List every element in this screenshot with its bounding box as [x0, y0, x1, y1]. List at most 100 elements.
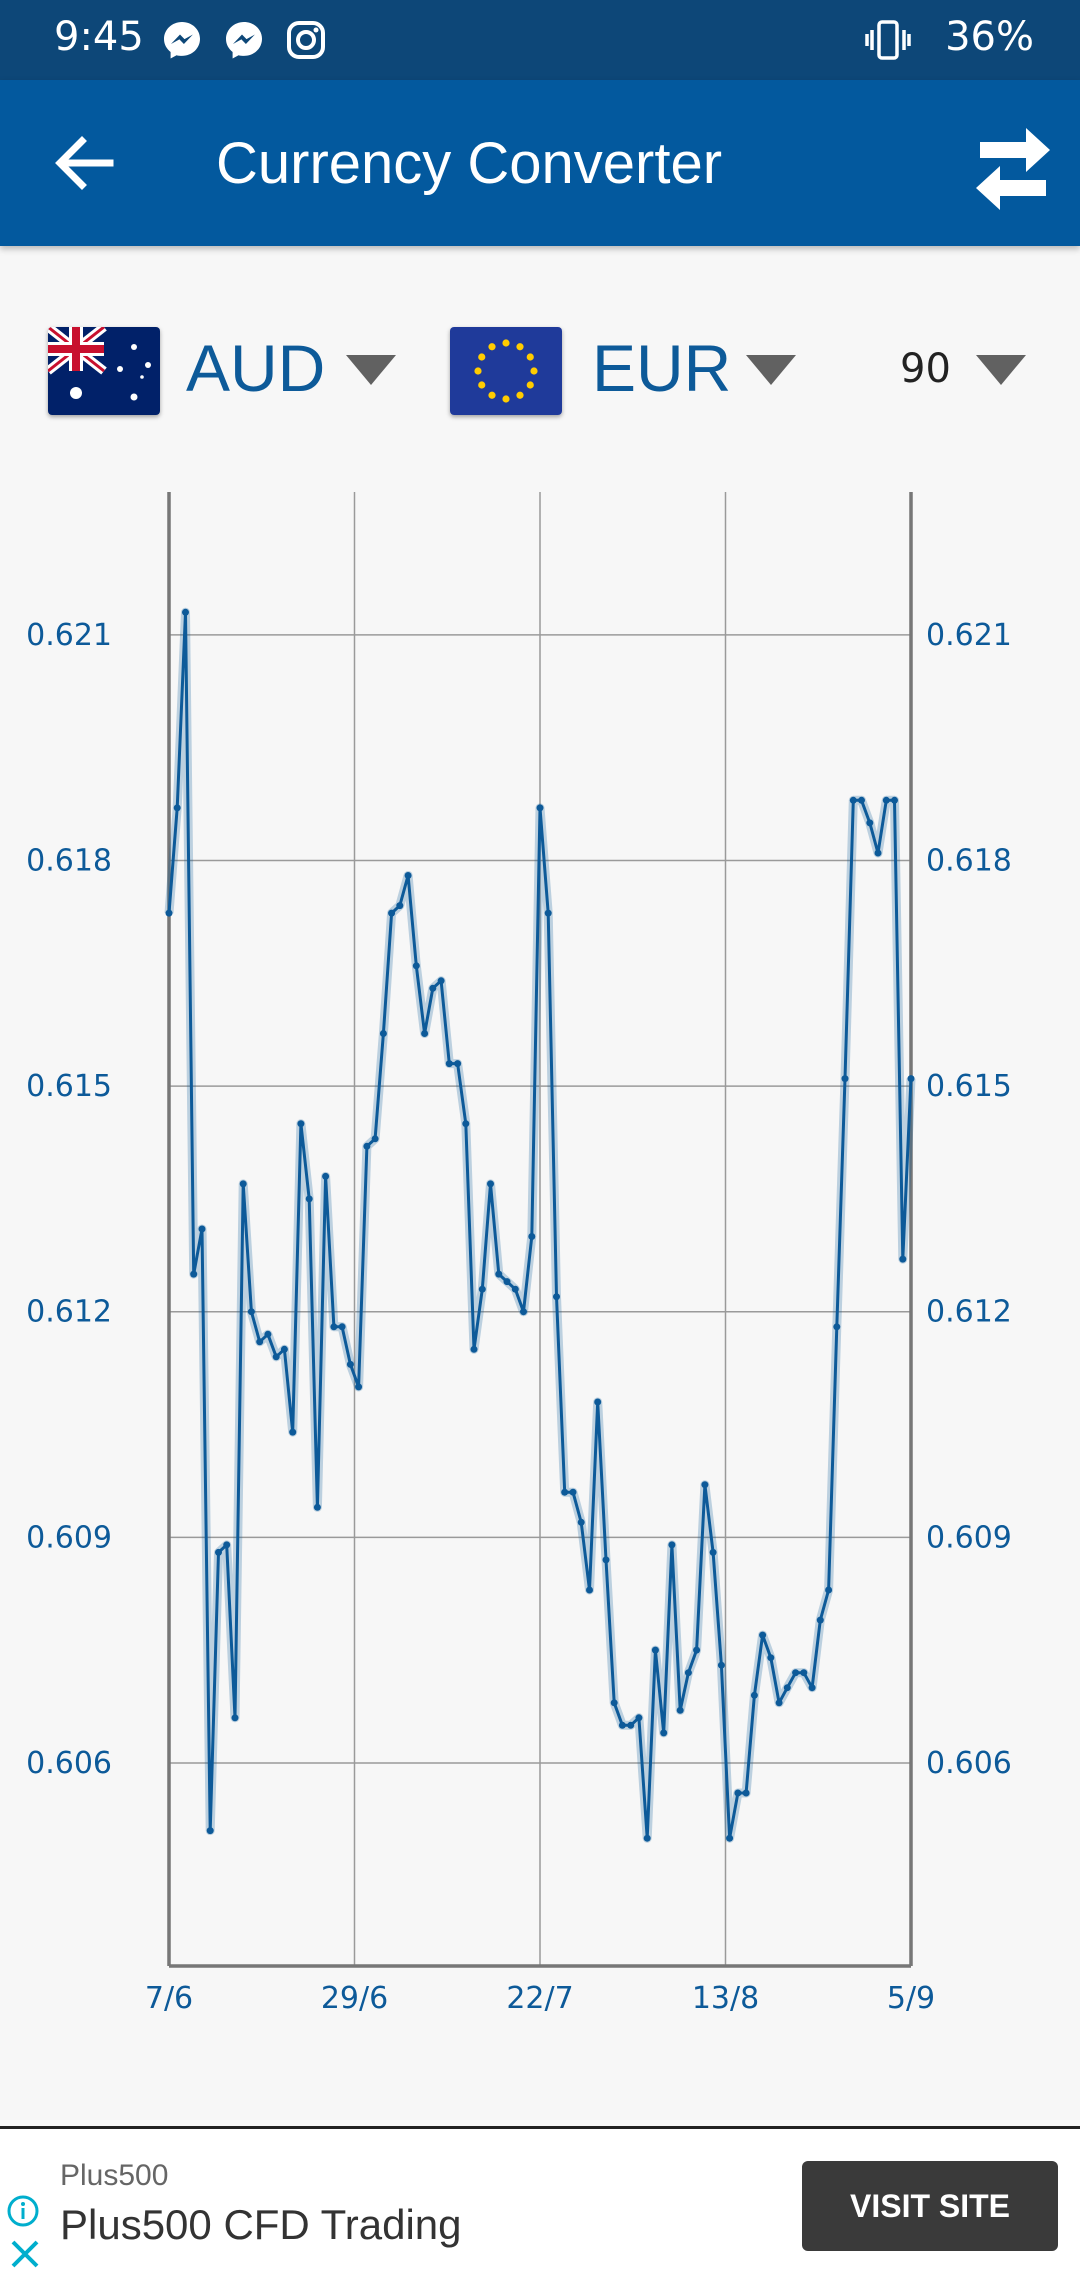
to-currency-code[interactable]: EUR	[592, 331, 732, 405]
data-point	[742, 1789, 750, 1797]
data-point	[528, 1233, 536, 1240]
data-point	[173, 804, 181, 812]
data-point	[577, 1518, 585, 1526]
data-point	[371, 1135, 379, 1143]
eu-flag-star	[530, 367, 538, 375]
data-point	[602, 1556, 610, 1564]
data-point	[247, 1308, 255, 1316]
to-currency-dropdown-icon[interactable]	[746, 355, 796, 385]
data-point	[182, 608, 189, 616]
from-currency-code[interactable]: AUD	[186, 331, 326, 405]
y-tick-label-left: 0.621	[26, 618, 112, 653]
x-tick-label: 29/6	[321, 1981, 388, 2016]
data-point	[478, 1285, 486, 1293]
x-tick-label: 7/6	[145, 1981, 193, 2016]
data-point	[717, 1661, 725, 1669]
data-point	[437, 977, 445, 985]
data-point	[561, 1488, 569, 1496]
data-point	[165, 909, 173, 917]
data-point	[396, 902, 404, 910]
data-point	[470, 1345, 478, 1353]
data-point	[808, 1684, 816, 1692]
status-bar: 9:45 36%	[0, 0, 1080, 80]
data-point	[759, 1631, 767, 1639]
status-time: 9:45	[54, 14, 144, 60]
data-point	[684, 1669, 692, 1677]
data-point	[635, 1714, 643, 1722]
data-point	[858, 796, 865, 804]
data-point	[693, 1646, 701, 1654]
data-point	[520, 1308, 527, 1316]
eu-flag-icon[interactable]	[450, 327, 562, 415]
data-point	[849, 796, 857, 804]
data-point	[825, 1586, 833, 1594]
data-point	[495, 1270, 503, 1278]
data-point	[239, 1180, 247, 1188]
x-tick-label: 13/8	[692, 1981, 759, 2016]
data-point	[313, 1503, 321, 1511]
ad-info-icon[interactable]	[6, 2194, 40, 2228]
back-arrow-icon[interactable]	[40, 123, 130, 203]
data-point	[536, 804, 544, 812]
ad-banner[interactable]: Plus500 Plus500 CFD Trading VISIT SITE	[0, 2126, 1080, 2283]
data-point	[338, 1323, 346, 1331]
data-point	[750, 1691, 758, 1699]
data-point	[215, 1548, 222, 1556]
data-point	[841, 1075, 849, 1083]
data-point	[404, 872, 412, 879]
data-point	[816, 1616, 824, 1624]
data-point	[651, 1646, 659, 1654]
visit-site-button[interactable]: VISIT SITE	[802, 2161, 1058, 2251]
data-point	[907, 1075, 915, 1083]
y-tick-label-left: 0.615	[26, 1069, 112, 1104]
instagram-icon	[287, 21, 325, 59]
australia-flag-icon[interactable]	[48, 327, 160, 415]
page-title: Currency Converter	[216, 131, 723, 196]
data-point	[866, 819, 874, 827]
data-point	[899, 1255, 907, 1263]
swap-currencies-icon[interactable]	[968, 120, 1058, 210]
eu-flag-star	[488, 343, 496, 351]
data-point	[833, 1323, 841, 1331]
eu-flag-star	[474, 367, 482, 375]
data-point	[874, 849, 882, 857]
battery-level: 36%	[945, 14, 1034, 60]
data-point	[734, 1789, 742, 1797]
data-point	[792, 1669, 800, 1677]
data-point	[264, 1330, 272, 1338]
ad-title: Plus500 CFD Trading	[60, 2201, 462, 2248]
data-point	[289, 1428, 297, 1436]
data-point	[355, 1383, 363, 1391]
data-point	[346, 1360, 354, 1368]
eu-flag-star	[478, 381, 486, 389]
x-tick-label: 22/7	[506, 1981, 573, 2016]
y-tick-label-right: 0.606	[926, 1746, 1012, 1781]
eu-flag-star	[478, 353, 486, 361]
data-point	[223, 1541, 231, 1549]
data-point	[882, 796, 890, 804]
data-point	[511, 1285, 519, 1293]
data-point	[643, 1834, 651, 1842]
ad-close-icon[interactable]	[8, 2237, 42, 2271]
data-point	[421, 1030, 429, 1037]
days-range-value[interactable]: 90	[900, 346, 951, 392]
data-point	[305, 1195, 313, 1203]
from-currency-dropdown-icon[interactable]	[346, 355, 396, 385]
data-point	[668, 1541, 676, 1549]
days-range-dropdown-icon[interactable]	[976, 355, 1026, 385]
data-point	[297, 1120, 305, 1128]
eu-flag-star	[488, 391, 496, 399]
data-point	[388, 909, 396, 917]
data-point	[190, 1270, 198, 1278]
data-point	[594, 1398, 602, 1406]
data-point	[206, 1827, 214, 1835]
data-point	[783, 1684, 791, 1692]
data-point	[709, 1548, 717, 1556]
app-bar: Currency Converter	[0, 80, 1080, 246]
data-point	[280, 1345, 288, 1353]
eu-flag-star	[516, 343, 524, 351]
messenger-icon	[164, 22, 200, 59]
data-point	[767, 1654, 775, 1662]
data-point	[660, 1729, 668, 1737]
eu-flag-star	[526, 381, 534, 389]
